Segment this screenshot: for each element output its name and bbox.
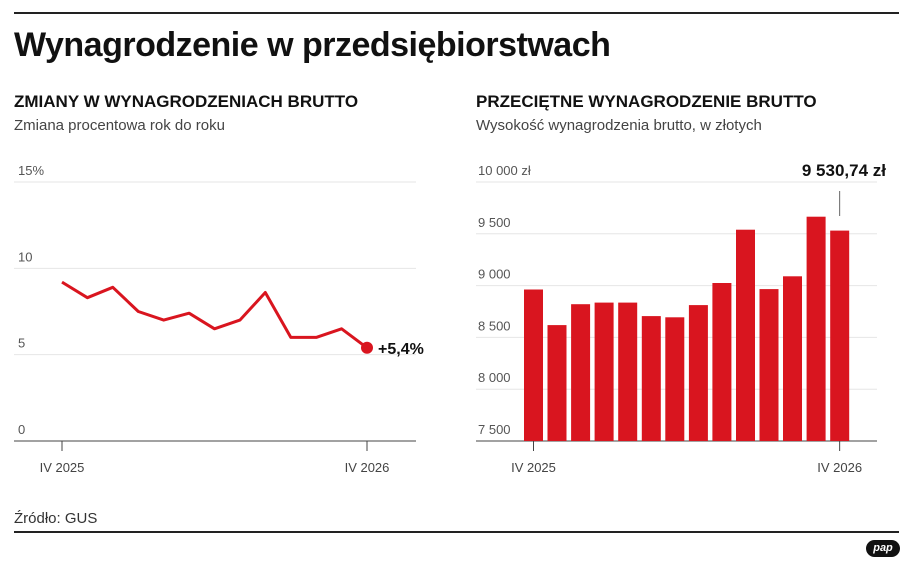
- wage-bar: [830, 230, 850, 441]
- source-note: Źródło: GUS: [14, 510, 98, 527]
- last-point-marker: [361, 341, 373, 354]
- right-y-tick-label: 10 000 zł: [478, 163, 531, 178]
- right-y-tick-label: 8 500: [478, 318, 511, 333]
- right-y-tick-label: 8 000: [478, 370, 511, 385]
- wage-bar: [571, 304, 591, 441]
- wage-bar: [665, 317, 685, 441]
- right-x-tick-label: IV 2025: [511, 460, 556, 475]
- left-x-tick-label: IV 2025: [40, 460, 85, 475]
- wage-bar: [547, 325, 567, 441]
- pap-logo: pap: [866, 540, 900, 557]
- wage-bar: [783, 276, 802, 441]
- left-y-tick-label: 0: [18, 422, 25, 437]
- left-y-tick-label: 10: [18, 249, 32, 264]
- wage-bar: [806, 216, 826, 441]
- bottom-rule: [14, 531, 899, 533]
- right-y-tick-label: 9 000: [478, 267, 511, 282]
- wage-bar: [594, 302, 614, 441]
- left-x-tick-label: IV 2026: [345, 460, 390, 475]
- wage-bar: [759, 289, 779, 441]
- wage-bar: [524, 289, 543, 441]
- left-chart-subtitle: Zmiana procentowa rok do roku: [14, 117, 225, 134]
- page-title: Wynagrodzenie w przedsiębiorstwach: [14, 26, 611, 64]
- right-y-tick-label: 7 500: [478, 422, 511, 437]
- wage-change-line: [61, 280, 368, 350]
- wage-bar: [712, 283, 732, 441]
- last-value-label: +5,4%: [378, 341, 424, 358]
- wage-bar: [736, 229, 755, 441]
- right-y-tick-label: 9 500: [478, 215, 511, 230]
- wage-bar: [688, 305, 708, 441]
- right-x-tick-label: IV 2026: [817, 460, 862, 475]
- wage-bar: [641, 316, 661, 441]
- right-chart-title: PRZECIĘTNE WYNAGRODZENIE BRUTTO: [476, 92, 817, 111]
- left-y-tick-label: 5: [18, 336, 25, 351]
- top-rule: [14, 12, 899, 14]
- left-chart-title: ZMIANY W WYNAGRODZENIACH BRUTTO: [14, 92, 359, 111]
- left-y-tick-label: 15%: [18, 163, 44, 178]
- last-bar-value-label: 9 530,74 zł: [802, 161, 886, 180]
- wage-bar: [618, 302, 638, 441]
- right-chart-subtitle: Wysokość wynagrodzenia brutto, w złotych: [476, 117, 762, 134]
